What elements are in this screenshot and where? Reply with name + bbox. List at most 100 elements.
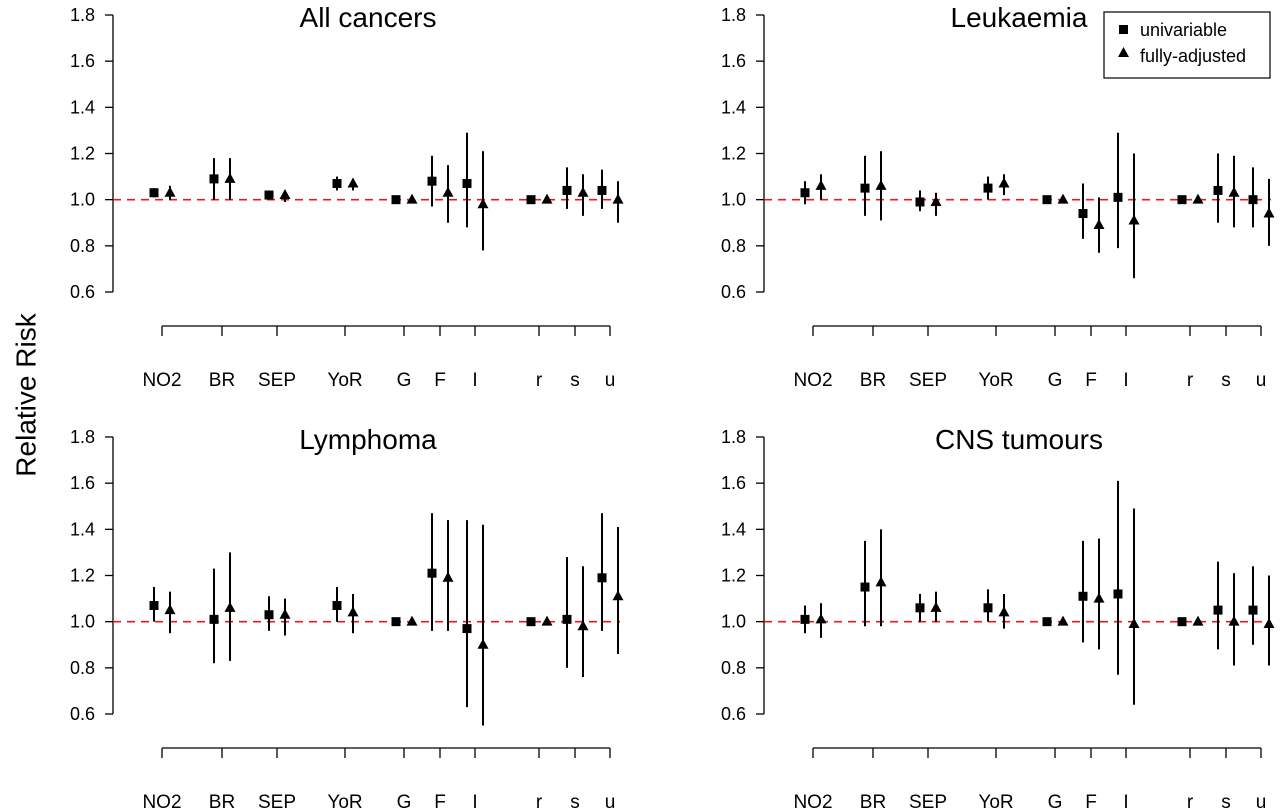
x-tick-label: NO2 bbox=[142, 792, 181, 810]
x-tick-label: SEP bbox=[909, 370, 947, 391]
y-tick-label: 1.8 bbox=[70, 427, 95, 447]
point-fully-adjusted bbox=[1192, 193, 1204, 204]
y-tick-label: 1.8 bbox=[721, 427, 746, 447]
point-univariable bbox=[1042, 195, 1052, 205]
point-fully-adjusted bbox=[224, 172, 236, 183]
point-univariable bbox=[149, 188, 159, 198]
point-fully-adjusted bbox=[1128, 214, 1140, 225]
point-fully-adjusted bbox=[1263, 207, 1275, 218]
y-tick-label: 1.6 bbox=[721, 473, 746, 493]
legend: univariable fully-adjusted bbox=[1103, 11, 1271, 79]
point-univariable bbox=[597, 573, 607, 583]
point-univariable bbox=[391, 195, 401, 205]
point-univariable bbox=[1177, 617, 1187, 627]
point-fully-adjusted bbox=[406, 193, 418, 204]
x-tick-label: NO2 bbox=[793, 370, 832, 391]
point-univariable bbox=[860, 183, 870, 193]
point-univariable bbox=[1177, 195, 1187, 205]
x-tick-label: F bbox=[434, 370, 446, 391]
x-tick-label: s bbox=[570, 370, 580, 391]
point-fully-adjusted bbox=[164, 186, 176, 197]
x-tick-label: G bbox=[397, 370, 412, 391]
point-univariable bbox=[462, 624, 472, 634]
point-fully-adjusted bbox=[1057, 193, 1069, 204]
y-tick-label: 0.6 bbox=[70, 704, 95, 724]
panel-title-all-cancers: All cancers bbox=[300, 2, 437, 33]
y-tick-label: 0.8 bbox=[721, 236, 746, 256]
y-tick-label: 1.4 bbox=[70, 97, 95, 117]
x-tick-label: YoR bbox=[327, 370, 362, 391]
y-axis-title: Relative Risk bbox=[10, 312, 41, 476]
point-univariable bbox=[332, 179, 342, 189]
legend-label-fully-adjusted: fully-adjusted bbox=[1140, 46, 1246, 66]
x-tick-label: SEP bbox=[258, 792, 296, 810]
point-univariable bbox=[1042, 617, 1052, 627]
point-fully-adjusted bbox=[875, 576, 887, 587]
point-univariable bbox=[1113, 192, 1123, 202]
y-tick-label: 0.8 bbox=[721, 658, 746, 678]
x-tick-label: u bbox=[1256, 792, 1267, 810]
point-fully-adjusted bbox=[815, 613, 827, 624]
point-fully-adjusted bbox=[1093, 219, 1105, 230]
y-tick-label: 1.8 bbox=[721, 5, 746, 25]
x-tick-label: YoR bbox=[978, 370, 1013, 391]
point-fully-adjusted bbox=[224, 601, 236, 612]
point-fully-adjusted bbox=[541, 615, 553, 626]
y-tick-label: 1.8 bbox=[70, 5, 95, 25]
x-tick-label: G bbox=[1048, 792, 1063, 810]
x-tick-label: F bbox=[1085, 370, 1097, 391]
x-tick-label: I bbox=[472, 792, 477, 810]
y-tick-label: 1.6 bbox=[70, 473, 95, 493]
point-fully-adjusted bbox=[1228, 615, 1240, 626]
point-fully-adjusted bbox=[541, 193, 553, 204]
x-tick-label: u bbox=[1256, 370, 1267, 391]
point-fully-adjusted bbox=[875, 179, 887, 190]
panel-title-cns-tumours: CNS tumours bbox=[935, 424, 1103, 455]
x-tick-label: BR bbox=[209, 370, 235, 391]
y-tick-label: 1.2 bbox=[721, 144, 746, 164]
point-univariable bbox=[391, 617, 401, 627]
point-univariable bbox=[800, 614, 810, 624]
x-tick-label: I bbox=[1123, 792, 1128, 810]
x-tick-label: u bbox=[605, 792, 616, 810]
y-tick-label: 0.8 bbox=[70, 658, 95, 678]
x-tick-label: BR bbox=[209, 792, 235, 810]
point-univariable bbox=[427, 176, 437, 186]
x-tick-label: s bbox=[570, 792, 580, 810]
y-tick-label: 0.6 bbox=[70, 282, 95, 302]
point-univariable bbox=[860, 582, 870, 592]
point-univariable bbox=[149, 601, 159, 611]
x-tick-label: NO2 bbox=[793, 792, 832, 810]
x-tick-label: I bbox=[1123, 370, 1128, 391]
point-fully-adjusted bbox=[930, 195, 942, 206]
y-tick-label: 1.2 bbox=[721, 566, 746, 586]
point-fully-adjusted bbox=[347, 606, 359, 617]
x-tick-label: BR bbox=[860, 792, 886, 810]
point-univariable bbox=[209, 174, 219, 184]
y-tick-label: 1.0 bbox=[70, 612, 95, 632]
x-tick-label: BR bbox=[860, 370, 886, 391]
y-tick-label: 0.8 bbox=[70, 236, 95, 256]
point-univariable bbox=[562, 185, 572, 195]
point-univariable bbox=[983, 603, 993, 613]
point-fully-adjusted bbox=[279, 189, 291, 200]
point-univariable bbox=[1113, 589, 1123, 599]
point-fully-adjusted bbox=[442, 186, 454, 197]
y-tick-label: 1.0 bbox=[721, 612, 746, 632]
x-tick-label: s bbox=[1221, 792, 1231, 810]
point-fully-adjusted bbox=[612, 193, 624, 204]
y-tick-label: 1.6 bbox=[721, 51, 746, 71]
x-tick-label: YoR bbox=[978, 792, 1013, 810]
point-univariable bbox=[264, 610, 274, 620]
point-univariable bbox=[597, 185, 607, 195]
x-tick-label: F bbox=[434, 792, 446, 810]
x-tick-label: F bbox=[1085, 792, 1097, 810]
x-tick-label: u bbox=[605, 370, 616, 391]
point-fully-adjusted bbox=[815, 179, 827, 190]
point-fully-adjusted bbox=[1057, 615, 1069, 626]
point-univariable bbox=[1248, 195, 1258, 205]
y-tick-label: 1.4 bbox=[721, 519, 746, 539]
